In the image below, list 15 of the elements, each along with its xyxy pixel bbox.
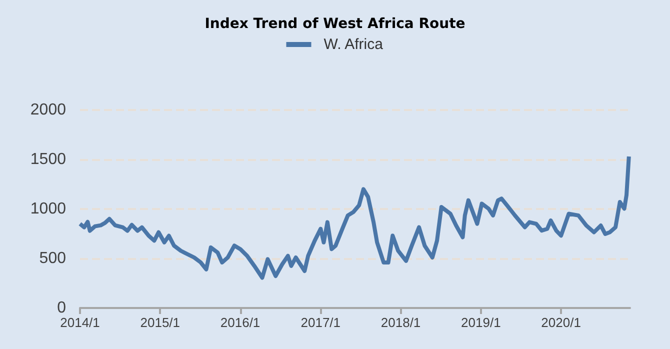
line-series	[78, 154, 631, 280]
y-tick-label: 500	[39, 250, 66, 267]
x-tick-label: 2017/1	[300, 315, 341, 330]
x-tick-label: 2019/1	[461, 315, 501, 330]
x-tick-label: 2016/1	[220, 315, 260, 330]
x-tick-label: 2014/1	[60, 315, 100, 330]
x-tick-label: 2018/1	[380, 315, 421, 330]
y-tick-label: 1500	[30, 151, 66, 168]
x-tick-label: 2015/1	[140, 315, 180, 330]
y-tick-label: 2000	[30, 102, 66, 118]
chart-title: Index Trend of West Africa Route	[204, 16, 466, 32]
y-tick-label: 0	[57, 300, 66, 316]
legend-label: W. Africa	[324, 36, 384, 53]
y-tick-label: 1000	[30, 200, 66, 218]
x-tick-label: 2020/1	[541, 315, 581, 330]
